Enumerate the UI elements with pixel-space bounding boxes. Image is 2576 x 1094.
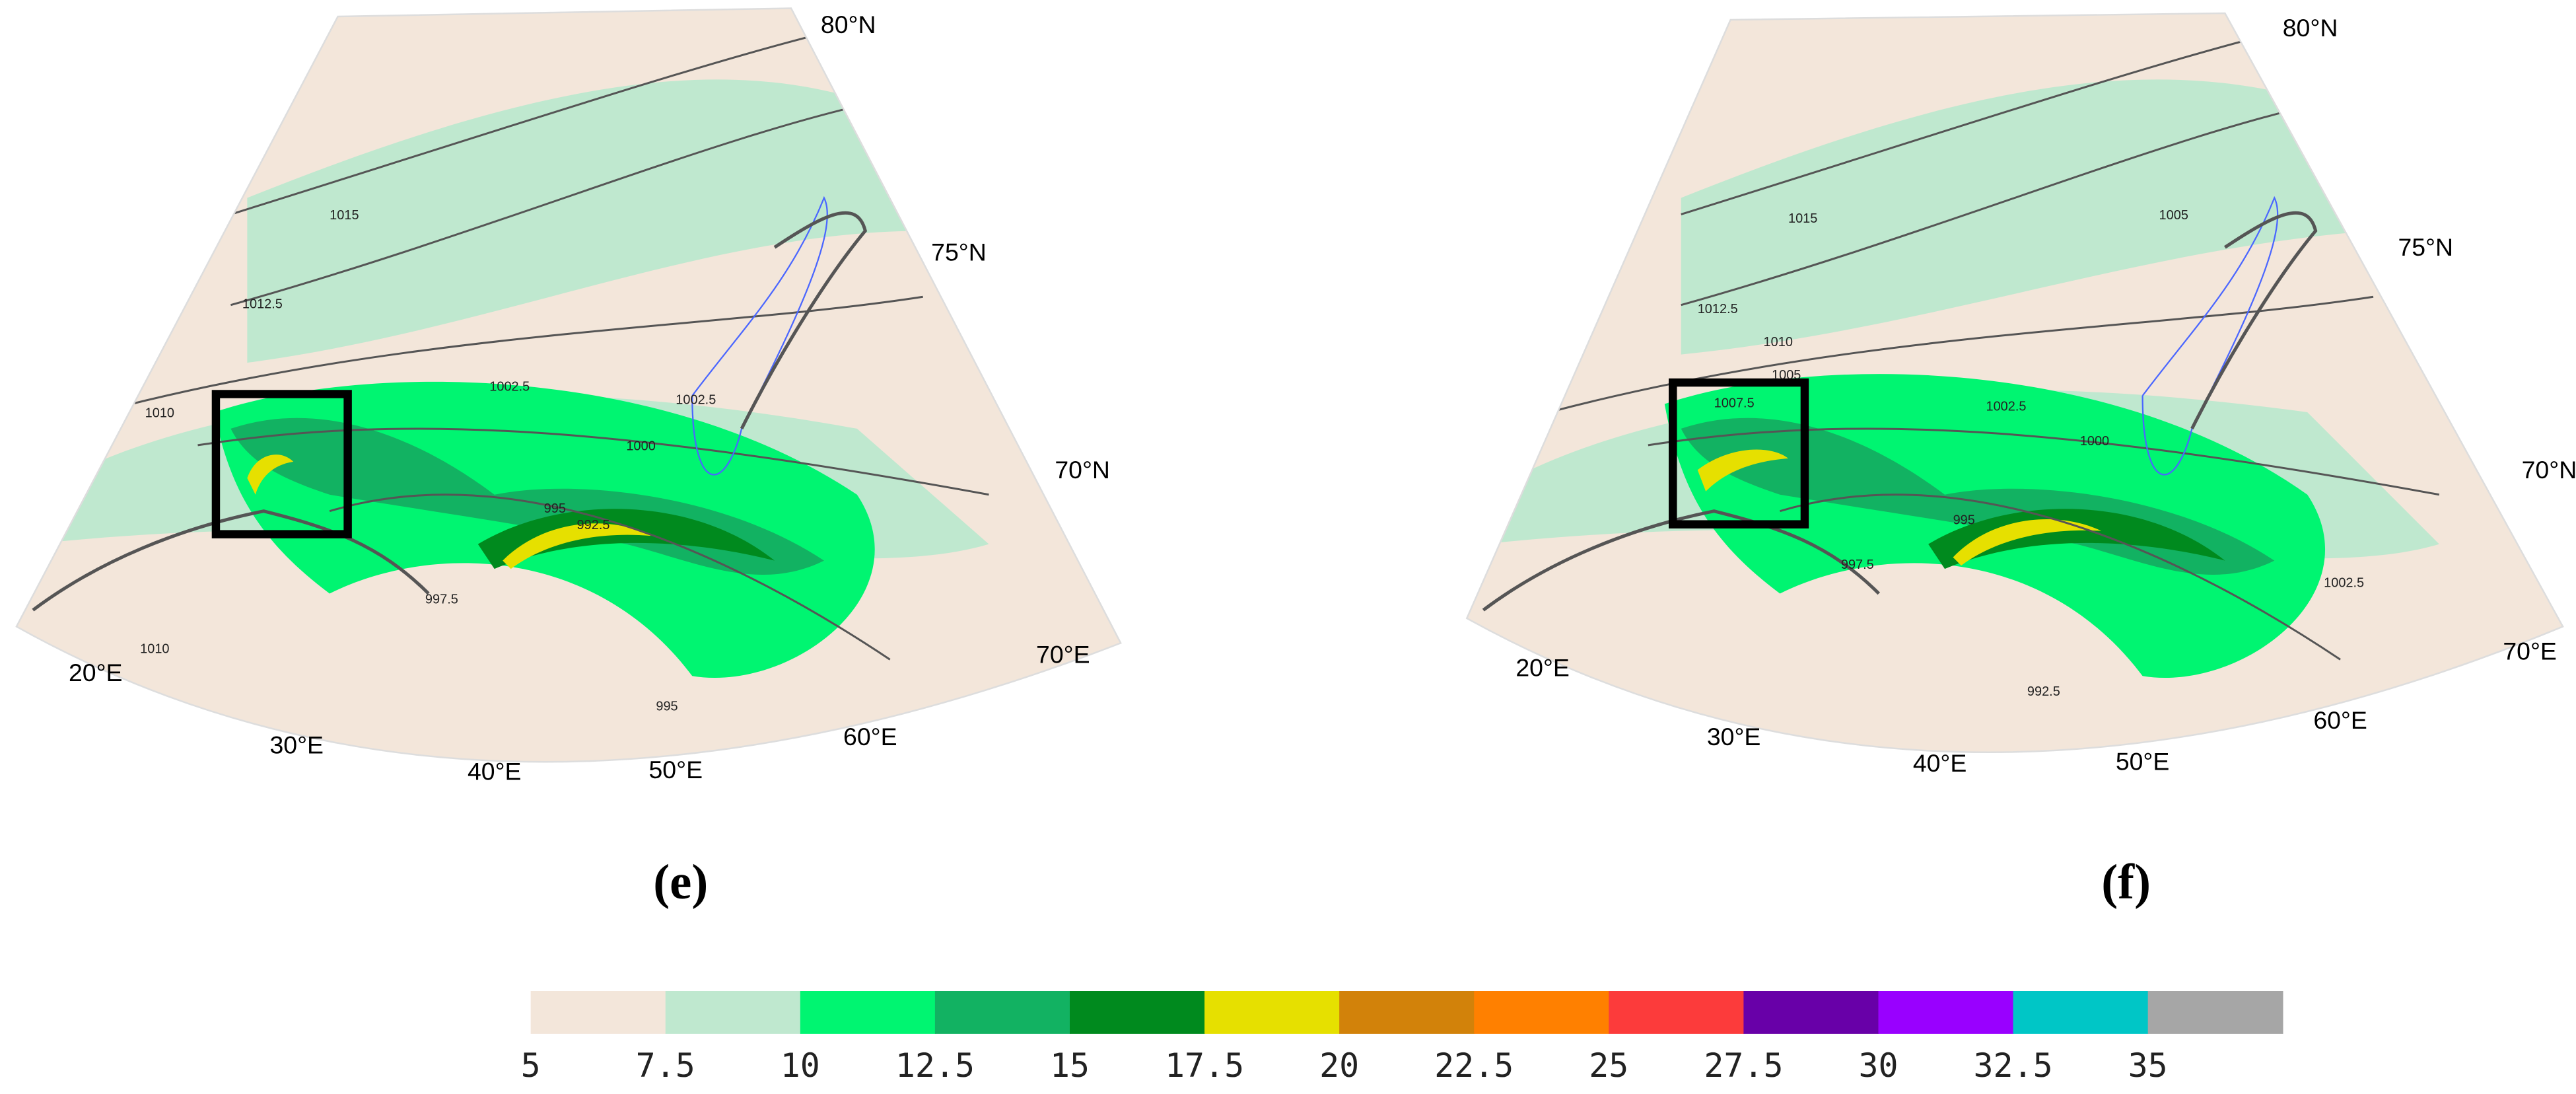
map-frame [15, 7, 1122, 763]
contour-label: 1015 [330, 208, 359, 223]
contour-label: 995 [1953, 513, 1975, 528]
lon-label: 30°E [1707, 723, 1761, 750]
contour-label: 1002.5 [1986, 399, 2026, 414]
contour-label: 997.5 [425, 592, 458, 606]
colorbar-tick-label: 10 [781, 1046, 820, 1085]
lon-label: 30°E [269, 731, 324, 759]
colorbar-swatch [1609, 991, 1745, 1034]
lon-label: 20°E [1515, 653, 1570, 681]
contour-label: 1002.5 [489, 380, 530, 394]
colorbar-tick-label: 30 [1858, 1046, 1898, 1085]
contour-label: 1002.5 [2324, 576, 2364, 591]
colorbar-swatch [1474, 991, 1610, 1034]
lat-label: 70°N [1055, 456, 1110, 484]
lon-label: 40°E [468, 758, 522, 785]
colorbar-swatch [2147, 991, 2283, 1034]
colorbar-swatch [934, 991, 1070, 1034]
colorbar-tick-label: 15 [1050, 1046, 1090, 1085]
colorbar-swatch [1878, 991, 2014, 1034]
colorbar: 5 7.5 10 12.5 15 17.5 20 22.5 25 27.5 30 32.5 35 [521, 991, 2283, 1085]
colorbar-tick-label: 7.5 [636, 1046, 695, 1085]
lat-label: 80°N [2283, 14, 2338, 42]
map-frame [1465, 12, 2564, 754]
contour-label: 995 [656, 700, 678, 714]
colorbar-swatch [2013, 991, 2149, 1034]
contour-label: 1007.5 [1714, 396, 1755, 410]
contour-label: 995 [544, 501, 566, 516]
panel-label: (f) [2101, 855, 2151, 910]
colorbar-tick-label: 27.5 [1704, 1046, 1783, 1085]
lat-label: 80°N [821, 11, 876, 38]
contour-label: 1012.5 [1698, 302, 1738, 316]
highlight-box [1669, 378, 1809, 529]
lon-label: 70°E [1036, 640, 1090, 668]
contour-label: 997.5 [1841, 558, 1874, 572]
contour-label: 1010 [1764, 335, 1793, 349]
colorbar-tick-label: 22.5 [1434, 1046, 1514, 1085]
colorbar-swatch [1069, 991, 1205, 1034]
contour-label: 1005 [2159, 208, 2188, 223]
lon-label: 70°E [2503, 637, 2557, 665]
colorbar-swatch [665, 991, 801, 1034]
lon-label: 60°E [843, 723, 897, 750]
contour-label: 992.5 [2027, 684, 2060, 699]
contour-label: 1015 [1788, 211, 1817, 226]
highlight-box [211, 390, 352, 538]
contour-label: 1010 [140, 641, 169, 656]
colorbar-tick-label: 5 [521, 1046, 541, 1085]
colorbar-tick-label: 12.5 [895, 1046, 975, 1085]
colorbar-swatch [530, 991, 666, 1034]
colorbar-swatch [800, 991, 936, 1034]
lon-label: 50°E [2116, 748, 2170, 776]
lon-label: 50°E [649, 756, 703, 784]
lat-label: 70°N [2522, 456, 2576, 484]
colorbar-swatch [1204, 991, 1340, 1034]
colorbar-tick-label: 25 [1589, 1046, 1628, 1085]
colorbar-tick-label: 20 [1319, 1046, 1359, 1085]
contour-label: 1012.5 [242, 297, 283, 312]
colorbar-swatch [1339, 991, 1475, 1034]
contour-label: 1005 [1772, 368, 1801, 383]
lon-label: 40°E [1913, 749, 1967, 777]
map-e [16, 8, 1121, 762]
colorbar-swatch [1743, 991, 1879, 1034]
lat-label: 75°N [2398, 233, 2453, 261]
panel-label: (e) [653, 855, 708, 910]
colorbar-tick-label: 35 [2128, 1046, 2168, 1085]
colorbar-tick-label: 32.5 [1973, 1046, 2052, 1085]
map-f [1467, 13, 2563, 752]
contour-label: 1010 [145, 406, 174, 420]
contour-label: 1002.5 [676, 392, 716, 407]
contour-label: 992.5 [577, 518, 610, 532]
labels: 80°N 75°N 70°N 20°E 30°E 40°E 50°E 60°E 70°E 1015… [69, 11, 2576, 910]
contour-label: 1000 [2080, 434, 2109, 449]
lon-label: 60°E [2313, 706, 2367, 734]
lat-label: 75°N [931, 238, 987, 266]
colorbar-tick-label: 17.5 [1165, 1046, 1244, 1085]
contour-label: 1000 [626, 439, 655, 453]
lon-label: 20°E [69, 659, 123, 686]
